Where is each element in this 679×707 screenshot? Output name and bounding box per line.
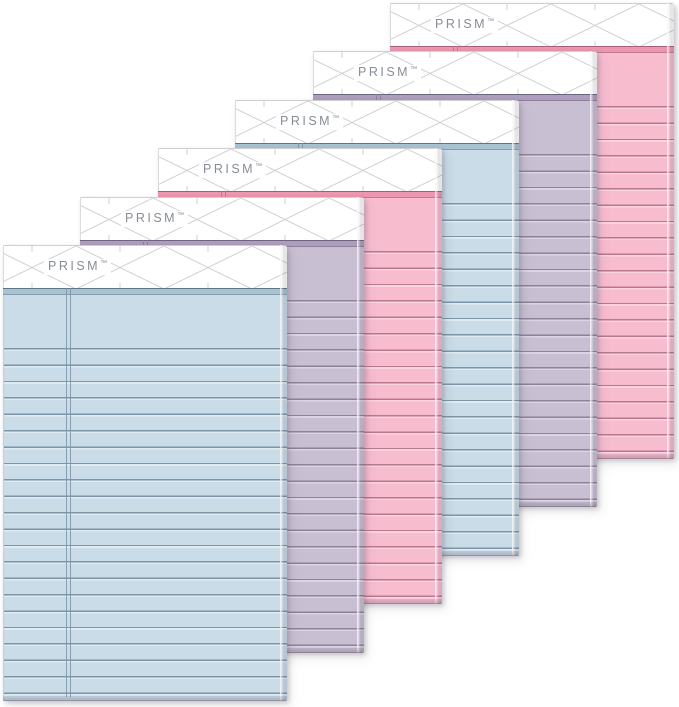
trademark-symbol: ™: [410, 66, 418, 74]
trademark-symbol: ™: [177, 212, 185, 220]
brand-logo: PRISM™: [354, 65, 422, 81]
trademark-symbol: ™: [100, 260, 108, 268]
margin-line: [66, 288, 71, 697]
pad-header: PRISM™: [235, 100, 519, 143]
trademark-symbol: ™: [255, 163, 263, 171]
trademark-symbol: ™: [332, 115, 340, 123]
brand-label: PRISM: [203, 162, 256, 177]
pad-side-edge: [590, 51, 597, 507]
brand-label: PRISM: [435, 17, 488, 32]
brand-logo: PRISM™: [121, 211, 189, 227]
pad-header: PRISM™: [313, 51, 597, 94]
brand-label: PRISM: [358, 65, 411, 80]
trademark-symbol: ™: [487, 18, 495, 26]
pad-side-edge: [280, 245, 287, 701]
binding-strip: [3, 288, 287, 295]
pad-header: PRISM™: [80, 197, 364, 240]
paper-body: [3, 295, 287, 701]
pad-side-edge: [667, 3, 674, 459]
pad-header: PRISM™: [158, 148, 442, 191]
brand-label: PRISM: [125, 211, 178, 226]
notepad-blue-front: PRISM™: [3, 245, 287, 701]
pad-side-edge: [512, 100, 519, 556]
brand-label: PRISM: [48, 259, 101, 274]
brand-label: PRISM: [280, 114, 333, 129]
ruled-lines: [4, 348, 287, 701]
brand-logo: PRISM™: [199, 162, 267, 178]
brand-logo: PRISM™: [431, 17, 499, 33]
brand-logo: PRISM™: [276, 114, 344, 130]
pad-side-edge: [435, 148, 442, 604]
brand-logo: PRISM™: [44, 259, 112, 275]
pad-header: PRISM™: [390, 3, 674, 46]
pad-header: PRISM™: [3, 245, 287, 288]
pad-side-edge: [357, 197, 364, 653]
pad-bottom-edge: [3, 696, 287, 701]
